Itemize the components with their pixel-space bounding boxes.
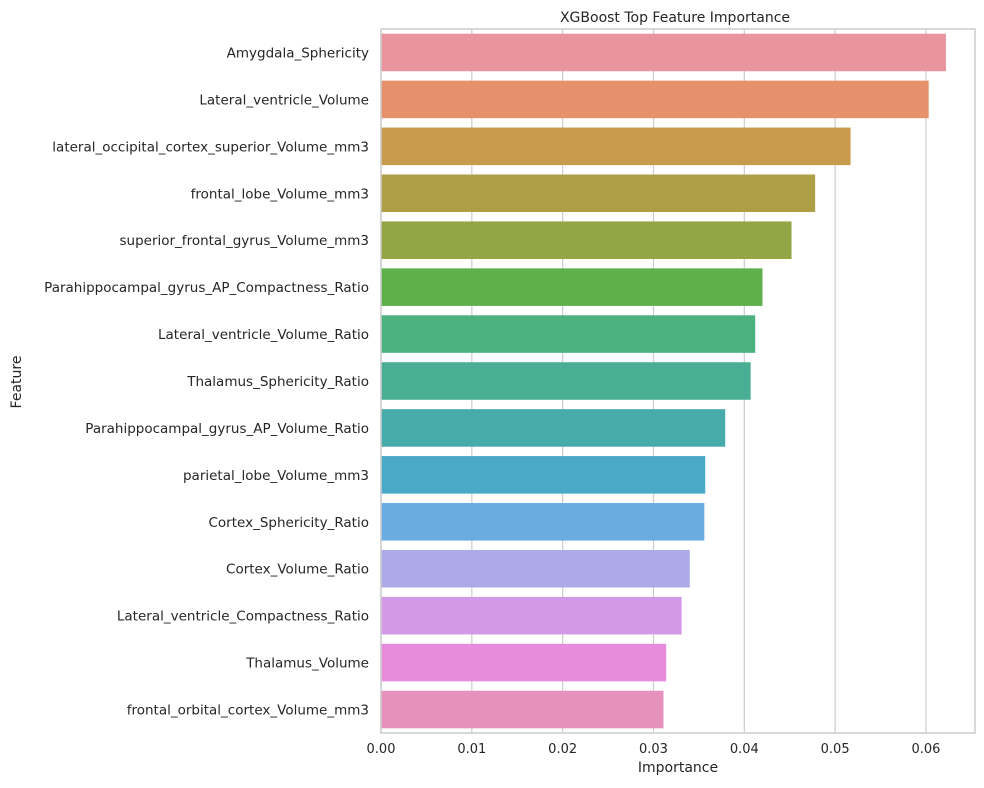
bars <box>381 33 946 729</box>
y-tick-label: Cortex_Sphericity_Ratio <box>208 515 369 531</box>
y-axis-label: Feature <box>9 356 25 409</box>
y-tick-label: Cortex_Volume_Ratio <box>226 562 369 578</box>
x-tick-labels: 0.00 0.01 0.02 0.03 0.04 0.05 0.06 <box>367 742 941 757</box>
plot-border <box>380 28 976 734</box>
x-tick-label: 0.00 <box>367 742 396 757</box>
bar <box>381 315 756 353</box>
y-tick-label: Amygdala_Sphericity <box>227 45 369 61</box>
x-axis-label: Importance <box>638 760 718 776</box>
plot-frame <box>380 28 976 734</box>
bar <box>381 80 929 119</box>
bar <box>381 596 682 635</box>
x-tick-label: 0.03 <box>639 742 668 757</box>
bar <box>381 503 705 541</box>
y-tick-label: frontal_orbital_cortex_Volume_mm3 <box>127 703 369 719</box>
bar <box>381 549 690 588</box>
x-tick-label: 0.02 <box>548 742 577 757</box>
y-tick-label: Parahippocampal_gyrus_AP_Volume_Ratio <box>85 421 369 437</box>
y-tick-label: Parahippocampal_gyrus_AP_Compactness_Rat… <box>44 280 369 296</box>
y-tick-label: frontal_lobe_Volume_mm3 <box>191 186 369 202</box>
bar <box>381 690 664 729</box>
y-tick-labels: Amygdala_Sphericity Lateral_ventricle_Vol… <box>44 45 369 718</box>
y-tick-label: Lateral_ventricle_Volume <box>199 92 369 108</box>
bar <box>381 268 763 306</box>
y-tick-label: Thalamus_Sphericity_Ratio <box>186 374 369 390</box>
bar <box>381 409 726 447</box>
x-tick-label: 0.06 <box>911 742 940 757</box>
y-tick-label: Lateral_ventricle_Compactness_Ratio <box>117 609 369 625</box>
x-tick-label: 0.04 <box>730 742 759 757</box>
bar <box>381 174 816 213</box>
y-tick-label: Lateral_ventricle_Volume_Ratio <box>158 327 369 343</box>
y-tick-label: Thalamus_Volume <box>245 656 369 672</box>
y-tick-label: parietal_lobe_Volume_mm3 <box>183 468 369 484</box>
y-tick-label: lateral_occipital_cortex_superior_Volume… <box>52 139 369 155</box>
bar <box>381 221 792 259</box>
bar <box>381 456 706 494</box>
bar <box>381 362 751 400</box>
bar <box>381 33 946 72</box>
chart-title: XGBoost Top Feature Importance <box>560 10 790 26</box>
bar <box>381 127 851 166</box>
bar <box>381 643 667 682</box>
x-tick-label: 0.05 <box>821 742 850 757</box>
x-tick-label: 0.01 <box>457 742 486 757</box>
y-tick-label: superior_frontal_gyrus_Volume_mm3 <box>119 233 369 249</box>
